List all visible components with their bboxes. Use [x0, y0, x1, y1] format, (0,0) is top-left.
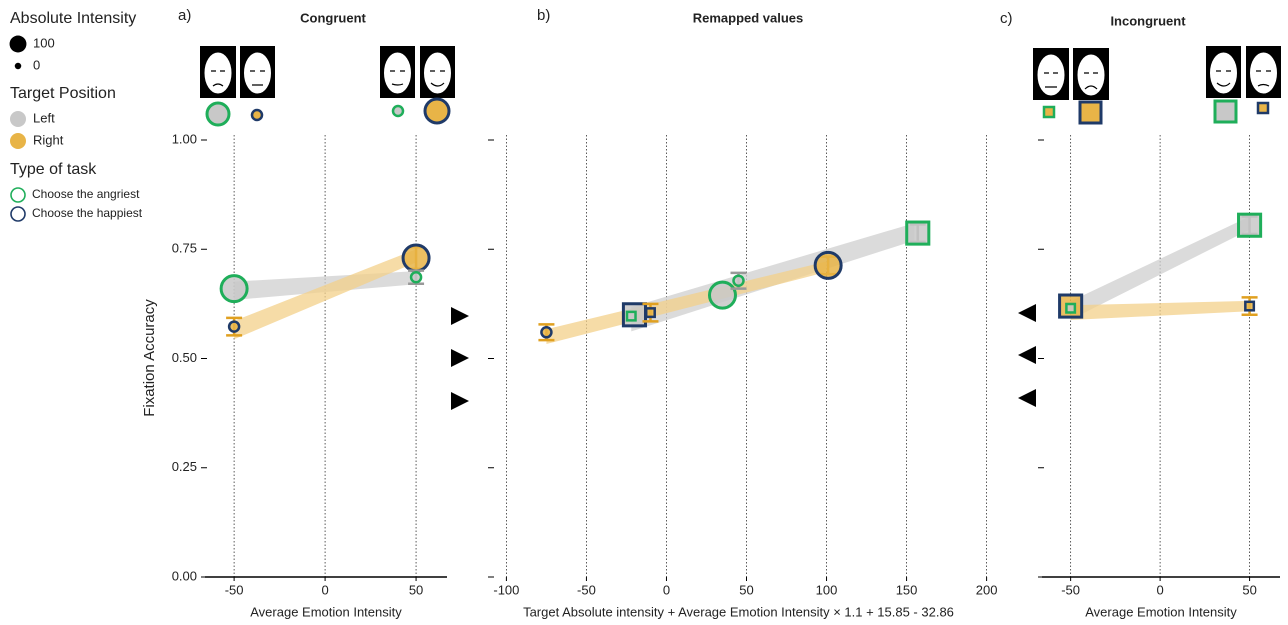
condition-icon	[425, 99, 449, 123]
x-axis-title: Average Emotion Intensity	[1085, 604, 1237, 619]
data-point	[734, 276, 744, 286]
face-icon	[240, 46, 275, 98]
legend-label: Choose the angriest	[32, 187, 140, 201]
legend-label: 0	[33, 57, 40, 72]
data-point	[221, 276, 247, 302]
chart: Absolute Intensity Target Position Type …	[0, 0, 1288, 625]
legend-title: Type of task	[10, 161, 97, 178]
condition-icon	[393, 106, 403, 116]
legend-swatch	[10, 111, 26, 127]
condition-icon	[1080, 102, 1101, 123]
condition-icon	[1258, 103, 1268, 113]
face-icon	[1033, 48, 1069, 100]
face-icon	[200, 46, 236, 98]
face-icon	[1246, 46, 1281, 98]
x-axis-title: Target Absolute intensity + Average Emot…	[523, 604, 954, 619]
x-tick-label: -50	[577, 582, 596, 597]
condition-icon	[252, 110, 262, 120]
legend-swatch	[11, 207, 25, 221]
data-point	[709, 282, 735, 308]
x-tick-label: 200	[976, 582, 998, 597]
face-icon	[420, 46, 455, 98]
data-point	[541, 327, 551, 337]
x-tick-label: 0	[1156, 582, 1163, 597]
y-tick-label: 0.75	[172, 241, 197, 256]
fit-ribbon	[546, 261, 826, 344]
x-tick-label: 50	[409, 582, 423, 597]
y-tick-label: 0.25	[172, 459, 197, 474]
data-point	[403, 245, 429, 271]
condition-icon	[207, 103, 229, 125]
x-tick-label: 50	[1242, 582, 1256, 597]
data-point	[627, 312, 636, 321]
panel-label: c)	[1000, 10, 1013, 27]
arrow	[451, 307, 469, 410]
data-point	[229, 322, 239, 332]
face-icon	[380, 46, 415, 98]
panel-title: Congruent	[300, 10, 366, 25]
condition-icon	[1215, 101, 1236, 122]
legend-label: Left	[33, 110, 55, 125]
x-tick-label: -50	[1061, 582, 1080, 597]
legend-swatch	[10, 133, 26, 149]
panel-label: b)	[537, 7, 550, 24]
x-tick-label: -50	[225, 582, 244, 597]
legend-label: Choose the happiest	[32, 206, 143, 220]
legend-title: Absolute Intensity	[10, 10, 136, 27]
x-tick-label: 0	[663, 582, 670, 597]
face-icon	[1206, 46, 1241, 98]
x-tick-label: 0	[321, 582, 328, 597]
x-axis-title: Average Emotion Intensity	[250, 604, 402, 619]
data-point	[1245, 302, 1254, 311]
panel-title: Remapped values	[693, 10, 804, 25]
y-axis-title: Fixation Accuracy	[141, 299, 158, 417]
data-point	[646, 308, 655, 317]
x-tick-label: 50	[739, 582, 753, 597]
y-tick-label: 1.00	[172, 131, 197, 146]
y-tick-label: 0.50	[172, 350, 197, 365]
x-tick-label: 150	[896, 582, 918, 597]
page: Absolute Intensity Target Position Type …	[0, 0, 1288, 625]
legend-size-marker	[10, 36, 27, 53]
x-tick-label: -100	[493, 582, 519, 597]
condition-icon	[1044, 107, 1054, 117]
data-point	[411, 272, 421, 282]
data-point	[907, 222, 929, 244]
data-point	[1066, 304, 1075, 313]
y-tick-label: 0.00	[172, 568, 197, 583]
panel-title: Incongruent	[1110, 13, 1186, 28]
face-icon	[1073, 48, 1109, 100]
decor	[200, 46, 1281, 410]
x-tick-label: 100	[816, 582, 838, 597]
legend-label: Right	[33, 132, 64, 147]
data-point	[815, 252, 841, 278]
data-point	[1239, 214, 1261, 236]
arrow	[1018, 304, 1036, 407]
legend-swatch	[11, 188, 25, 202]
legend-label: 100	[33, 35, 55, 50]
legend-title: Target Position	[10, 85, 116, 102]
legend-size-marker	[15, 63, 22, 70]
panel-label: a)	[178, 7, 191, 24]
